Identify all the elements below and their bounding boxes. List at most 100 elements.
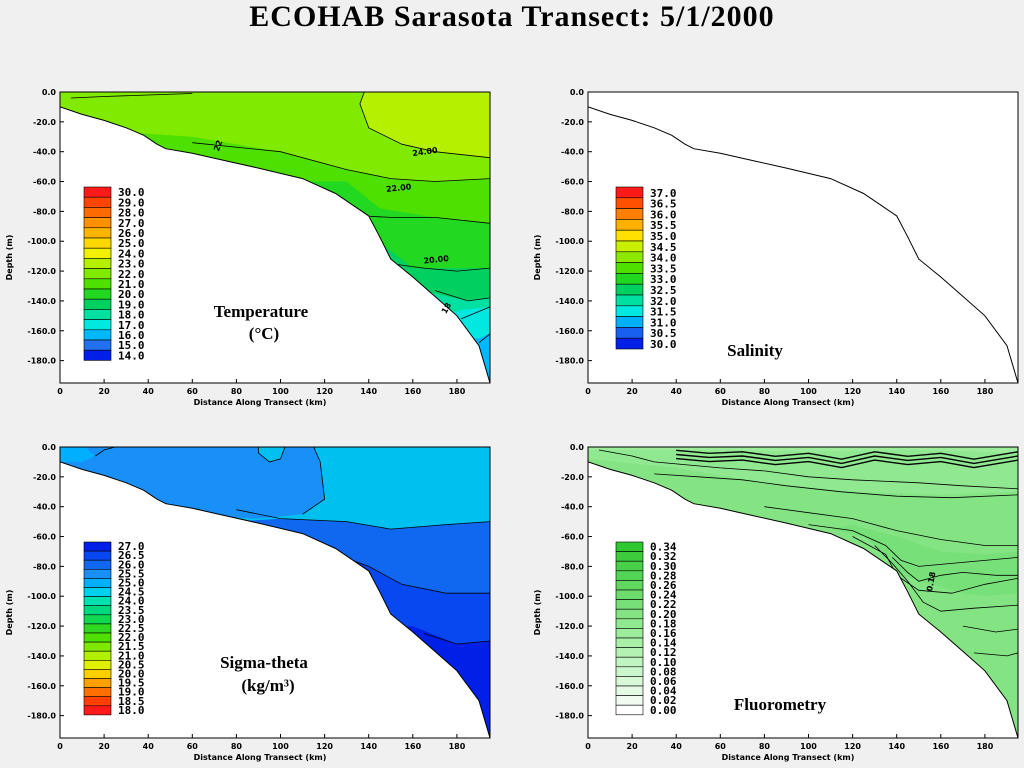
x-tick-label: 20: [99, 387, 111, 396]
field-band: [60, 447, 325, 519]
legend-swatch: [83, 288, 112, 300]
y-tick-label: -100.0: [555, 237, 584, 246]
x-tick-label: 180: [977, 742, 994, 751]
legend-label: 21.0: [118, 649, 145, 662]
field-fill: [60, 92, 490, 383]
y-tick-label: -40.0: [33, 148, 56, 157]
contour-label: 22.00: [386, 182, 413, 194]
y-tick-label: -120.0: [555, 622, 584, 631]
x-axis-label: Distance Along Transect (km): [722, 398, 855, 407]
legend-swatch: [615, 229, 644, 242]
legend-swatch: [615, 283, 644, 296]
legend-swatch: [615, 570, 644, 581]
legend-label: 31.5: [650, 306, 677, 319]
legend-label: 25.5: [118, 567, 145, 580]
legend-swatch: [83, 258, 112, 269]
legend-swatch: [83, 605, 112, 616]
contour-line: [676, 449, 1018, 460]
legend-label: 25.0: [118, 577, 145, 590]
legend-label: 0.34: [650, 541, 677, 554]
legend-swatch: [83, 237, 112, 249]
legend-swatch: [83, 550, 112, 561]
legend-label: 0.24: [650, 589, 677, 602]
legend-label: 32.5: [650, 284, 677, 297]
legend-label: 0.26: [650, 579, 677, 592]
legend-label: 30.0: [118, 186, 145, 199]
legend-swatch: [615, 327, 644, 339]
x-tick-label: 180: [449, 387, 466, 396]
legend-swatch: [615, 637, 644, 648]
sigma-theta-panel: 0 20 40 60 80 100 120 140 160 180 0.0 -20.0 -40.0 -60…: [5, 443, 491, 762]
legend-label: 20.5: [118, 658, 145, 671]
legend-label: 31.0: [650, 316, 677, 329]
legend-swatch: [83, 678, 112, 688]
x-tick-label: 60: [715, 387, 727, 396]
legend-label: 20.0: [118, 288, 145, 301]
contour-line: [852, 536, 1018, 594]
x-tick-label: 20: [627, 742, 639, 751]
legend-label: 18.0: [118, 704, 145, 717]
legend-swatch: [83, 641, 112, 652]
legend-label: 22.0: [118, 268, 145, 281]
field-band: [830, 524, 1018, 597]
legend-label: 17.0: [118, 319, 145, 332]
plot-frame: [587, 446, 1019, 739]
legend-swatch: [615, 618, 644, 629]
contour-line: [335, 554, 490, 594]
legend-swatch: [83, 559, 112, 570]
legend-label: 37.0: [650, 187, 677, 200]
x-tick-label: 80: [759, 387, 771, 396]
field-band: [60, 447, 96, 462]
salinity-panel: 0 20 40 60 80 100 120 140 160 180 0.0 -20.0 -40.0 -60…: [533, 88, 1019, 407]
legend-label: 23.0: [118, 613, 145, 626]
y-axis-label: Depth (m): [533, 590, 542, 636]
legend-swatch: [83, 319, 112, 331]
legend-label: 0.06: [650, 675, 677, 688]
legend-label: 23.0: [118, 258, 145, 271]
y-tick-label: -140.0: [27, 652, 56, 661]
contour-line: [598, 449, 1018, 490]
x-tick-label: 140: [360, 387, 377, 396]
x-tick-label: 0: [57, 387, 63, 396]
x-tick-label: 180: [977, 387, 994, 396]
legend-label: 26.0: [118, 558, 145, 571]
x-tick-label: 120: [316, 742, 333, 751]
y-tick-label: -60.0: [561, 533, 584, 542]
panel-title: Temperature: [214, 302, 309, 321]
y-tick-label: -20.0: [561, 118, 584, 127]
legend-swatch: [615, 589, 644, 600]
legend-label: 22.0: [118, 631, 145, 644]
legend-swatch: [83, 217, 112, 229]
legend-label: 34.0: [650, 252, 677, 265]
y-tick-label: -120.0: [27, 622, 56, 631]
legend-label: 27.0: [118, 217, 145, 230]
legend-swatch: [615, 656, 644, 668]
legend-label: 33.0: [650, 273, 677, 286]
legend-swatch: [615, 262, 644, 274]
legend-swatch: [615, 197, 644, 209]
legend-label: 19.0: [118, 298, 145, 311]
contour-line: [302, 447, 326, 515]
contour-line: [764, 506, 1018, 546]
legend-swatch: [615, 560, 644, 572]
legend-swatch: [83, 696, 112, 707]
legend-label: 32.0: [650, 295, 677, 308]
legend-label: 0.32: [650, 550, 677, 563]
legend-swatch: [83, 705, 112, 716]
legend-label: 0.12: [650, 646, 677, 659]
legend-label: 15.0: [118, 339, 145, 352]
plot-background: [588, 92, 1018, 383]
field-fill: [588, 106, 1018, 383]
y-tick-label: 0.0: [42, 88, 57, 97]
legend-swatch: [83, 659, 112, 670]
x-tick-label: 140: [888, 742, 905, 751]
legend-label: 0.00: [650, 704, 677, 717]
x-axis-label: Distance Along Transect (km): [722, 753, 855, 762]
legend-swatch: [615, 219, 644, 231]
legend-label: 0.10: [650, 656, 677, 669]
legend-label: 0.04: [650, 685, 677, 698]
y-tick-label: -80.0: [561, 207, 584, 216]
contour-line: [973, 652, 1018, 657]
legend-label: 0.28: [650, 569, 677, 582]
y-tick-label: -60.0: [561, 178, 584, 187]
